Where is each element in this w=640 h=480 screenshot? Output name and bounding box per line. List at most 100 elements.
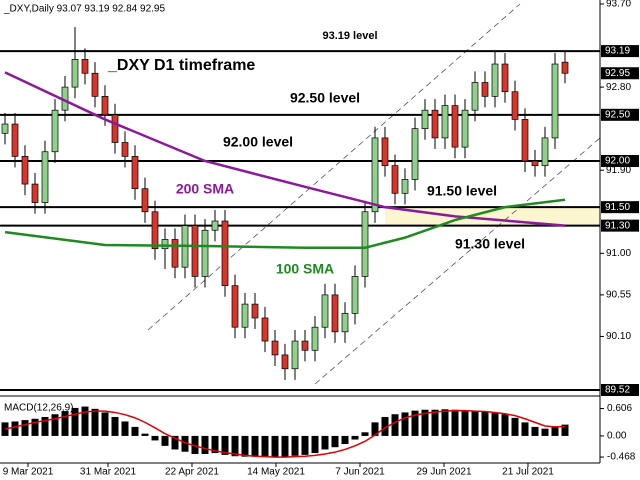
zone — [385, 207, 600, 226]
macd-bar — [371, 422, 379, 436]
price-box-label: 89.52 — [605, 385, 630, 396]
candle-body — [421, 109, 429, 130]
candle-body — [231, 285, 239, 328]
level-note: 92.50 level — [290, 90, 360, 106]
candle-body — [271, 340, 279, 356]
macd-bar — [541, 428, 549, 436]
macd-bar — [21, 420, 29, 436]
candle-body — [331, 294, 339, 333]
macd-bar — [111, 416, 119, 436]
macd-bar — [381, 416, 389, 436]
candle-body — [391, 165, 399, 194]
candle-body — [401, 179, 409, 194]
price-box — [601, 45, 639, 58]
price-box-label: 92.50 — [605, 109, 630, 120]
macd-bar — [401, 412, 409, 436]
candle-body — [321, 294, 329, 328]
macd-bar — [241, 435, 249, 457]
candle-body — [201, 229, 209, 277]
macd-tick-label: 0.606 — [607, 403, 632, 414]
macd-bar — [91, 408, 99, 436]
candle-body — [121, 142, 129, 157]
macd-bar — [81, 406, 89, 436]
macd-bar — [431, 409, 439, 436]
price-box — [601, 154, 639, 167]
macd-bar — [521, 422, 529, 436]
chart-header: _DXY,Daily 93.07 93.19 92.84 92.95 — [3, 4, 165, 15]
macd-bar — [361, 432, 369, 436]
candle-body — [41, 151, 49, 203]
macd-bar — [291, 435, 299, 456]
candle-body — [221, 220, 229, 287]
candle-body — [311, 326, 319, 351]
y-tick-label: 92.80 — [606, 82, 631, 93]
candle-body — [171, 239, 179, 268]
macd-bar — [201, 435, 209, 454]
macd-bar — [351, 435, 359, 440]
macd-bar — [411, 410, 419, 436]
candle-body — [441, 105, 449, 139]
candle-body — [101, 95, 109, 116]
macd-tick-label: -0.468 — [607, 452, 636, 463]
candle-body — [241, 303, 249, 328]
macd-bar — [151, 435, 159, 441]
price-box — [601, 67, 639, 80]
macd-bar — [501, 414, 509, 436]
macd-bar — [131, 426, 139, 436]
channel-line — [147, 3, 521, 331]
x-tick-label: 22 Apr 2021 — [165, 467, 219, 478]
macd-bar — [271, 435, 279, 458]
price-box — [601, 201, 639, 214]
level-note: 92.00 level — [223, 134, 293, 150]
macd-bar — [141, 433, 149, 436]
price-box — [601, 384, 639, 396]
macd-bar — [261, 435, 269, 458]
macd-bar — [511, 417, 519, 436]
macd-bar — [211, 435, 219, 454]
macd-bar — [41, 416, 49, 436]
macd-bar — [341, 435, 349, 445]
macd-bar — [331, 435, 339, 448]
price-box — [601, 219, 639, 232]
candle-body — [11, 123, 19, 157]
price-box — [601, 108, 639, 121]
candle-body — [531, 160, 539, 166]
level-note: 91.50 level — [427, 183, 497, 199]
candle-body — [341, 313, 349, 333]
x-tick-label: 29 Jun 2021 — [416, 467, 471, 478]
macd-bar — [561, 424, 569, 436]
sma-line — [4, 71, 566, 227]
sma-line — [4, 198, 566, 250]
macd-bar — [461, 410, 469, 436]
macd-bar — [11, 421, 19, 436]
candle-body — [131, 156, 139, 190]
macd-bar — [391, 414, 399, 436]
candle-body — [561, 61, 569, 74]
candle-body — [51, 109, 59, 153]
macd-bar — [191, 435, 199, 454]
macd-bar — [171, 435, 179, 450]
candle-body — [461, 109, 469, 148]
candle-body — [481, 82, 489, 97]
candle-body — [151, 211, 159, 250]
macd-bar — [161, 435, 169, 446]
macd-bar — [451, 409, 459, 436]
candle-body — [371, 137, 379, 213]
candle-body — [491, 63, 499, 97]
x-tick-label: 31 Mar 2021 — [80, 467, 137, 478]
y-tick-label: 91.90 — [606, 165, 631, 176]
x-tick-label: 9 Mar 2021 — [3, 467, 54, 478]
candle-body — [81, 59, 89, 74]
x-tick-label: 21 Jul 2021 — [502, 467, 554, 478]
y-tick-label: 90.55 — [606, 290, 631, 301]
candle-body — [361, 211, 369, 277]
price-box-label: 93.19 — [605, 46, 630, 57]
macd-bar — [101, 412, 109, 436]
sma-label: 200 SMA — [176, 181, 234, 197]
candle-body — [351, 276, 359, 314]
sma-label: 100 SMA — [276, 261, 334, 277]
x-tick-label: 7 Jun 2021 — [335, 467, 385, 478]
